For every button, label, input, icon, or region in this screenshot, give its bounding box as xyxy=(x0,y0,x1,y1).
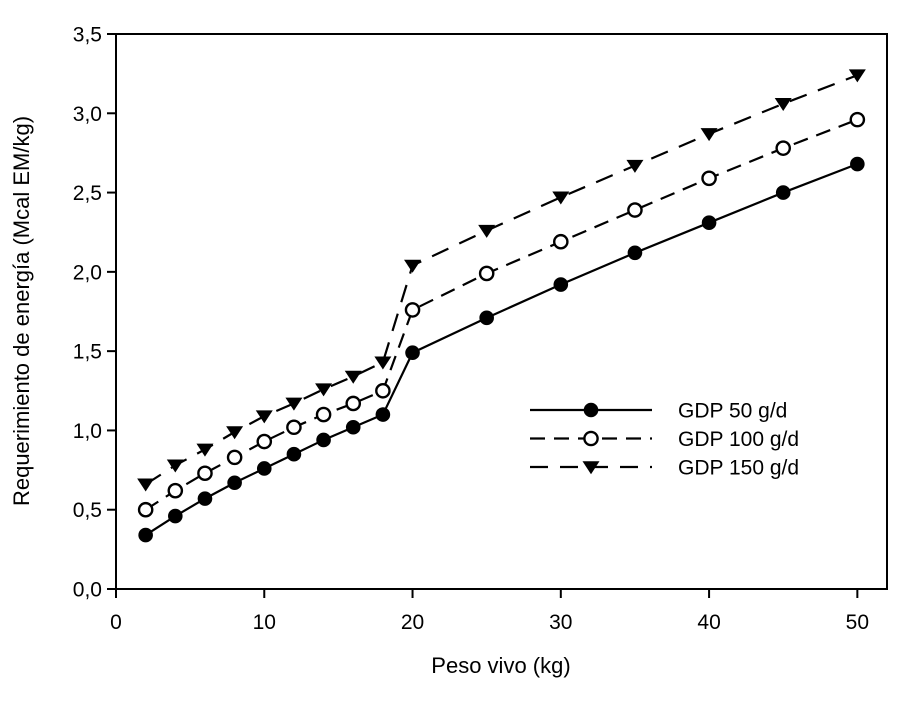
data-point xyxy=(478,224,496,238)
data-point xyxy=(404,259,422,273)
data-point xyxy=(138,527,153,543)
y-tick-label: 0,0 xyxy=(73,579,102,602)
x-tick-label: 20 xyxy=(401,611,424,634)
data-point xyxy=(227,475,242,491)
y-tick-label: 0,5 xyxy=(73,499,102,522)
data-point xyxy=(374,356,392,370)
data-point xyxy=(344,370,362,384)
data-point xyxy=(168,508,183,524)
data-point xyxy=(850,156,865,172)
y-tick-label: 3,5 xyxy=(73,24,102,47)
data-point xyxy=(775,185,791,200)
data-point xyxy=(226,449,243,466)
data-point xyxy=(285,397,303,411)
data-point xyxy=(701,215,717,230)
data-point xyxy=(552,191,570,205)
y-axis-title: Requerimiento de energía (Mcal EM/kg) xyxy=(9,116,34,506)
data-point xyxy=(375,382,391,399)
data-point xyxy=(345,395,362,412)
data-point xyxy=(137,501,154,518)
data-point xyxy=(375,407,391,422)
data-point xyxy=(405,345,420,361)
data-point xyxy=(316,432,331,448)
data-point xyxy=(404,302,421,318)
x-tick-label: 40 xyxy=(697,611,720,634)
data-point xyxy=(479,310,494,326)
data-point xyxy=(255,410,273,424)
data-point xyxy=(315,383,333,397)
data-point xyxy=(627,202,643,218)
legend-marker xyxy=(582,461,600,475)
y-tick-label: 3,0 xyxy=(73,103,102,126)
series-line-2 xyxy=(145,74,858,486)
x-tick-label: 50 xyxy=(846,611,869,634)
data-point xyxy=(553,277,569,292)
y-tick-label: 1,5 xyxy=(73,341,102,364)
series-line-0 xyxy=(145,163,858,537)
data-point xyxy=(286,419,302,436)
data-point xyxy=(256,433,273,450)
data-point xyxy=(196,443,214,457)
data-point xyxy=(774,97,792,111)
data-point xyxy=(197,491,213,506)
data-point xyxy=(848,69,866,83)
y-tick-label: 2,0 xyxy=(73,261,102,284)
plot-frame xyxy=(115,33,888,590)
legend-label: GDP 100 g/d xyxy=(678,428,799,451)
data-point xyxy=(701,170,717,187)
y-tick-label: 1,0 xyxy=(73,420,102,443)
data-point xyxy=(137,478,155,492)
x-axis-title: Peso vivo (kg) xyxy=(431,653,570,678)
data-point xyxy=(197,465,213,482)
data-point xyxy=(256,461,272,476)
legend-label: GDP 150 g/d xyxy=(678,457,799,480)
legend-label: GDP 50 g/d xyxy=(678,400,787,423)
data-point xyxy=(626,159,644,173)
data-point xyxy=(775,140,792,156)
x-tick-label: 30 xyxy=(549,611,572,634)
x-tick-label: 0 xyxy=(110,611,122,634)
data-point xyxy=(627,245,643,261)
data-point xyxy=(166,459,184,473)
data-point xyxy=(345,419,361,435)
data-point xyxy=(849,111,866,128)
series-line-1 xyxy=(145,118,858,511)
data-point xyxy=(553,233,569,250)
legend-marker xyxy=(583,430,599,447)
data-point xyxy=(700,128,718,142)
data-point xyxy=(315,406,332,423)
data-point xyxy=(286,446,302,462)
data-point xyxy=(167,482,184,499)
legend-marker xyxy=(583,402,599,418)
x-tick-label: 10 xyxy=(253,611,276,634)
plot-area: 0 10 20 30 40 50 0,0 0,5 1,0 1,5 2,0 2,5 3,0 3,5 GDP 5… xyxy=(73,24,888,634)
y-tick-label: 2,5 xyxy=(73,182,102,205)
data-point xyxy=(478,265,495,282)
data-point xyxy=(226,426,244,440)
